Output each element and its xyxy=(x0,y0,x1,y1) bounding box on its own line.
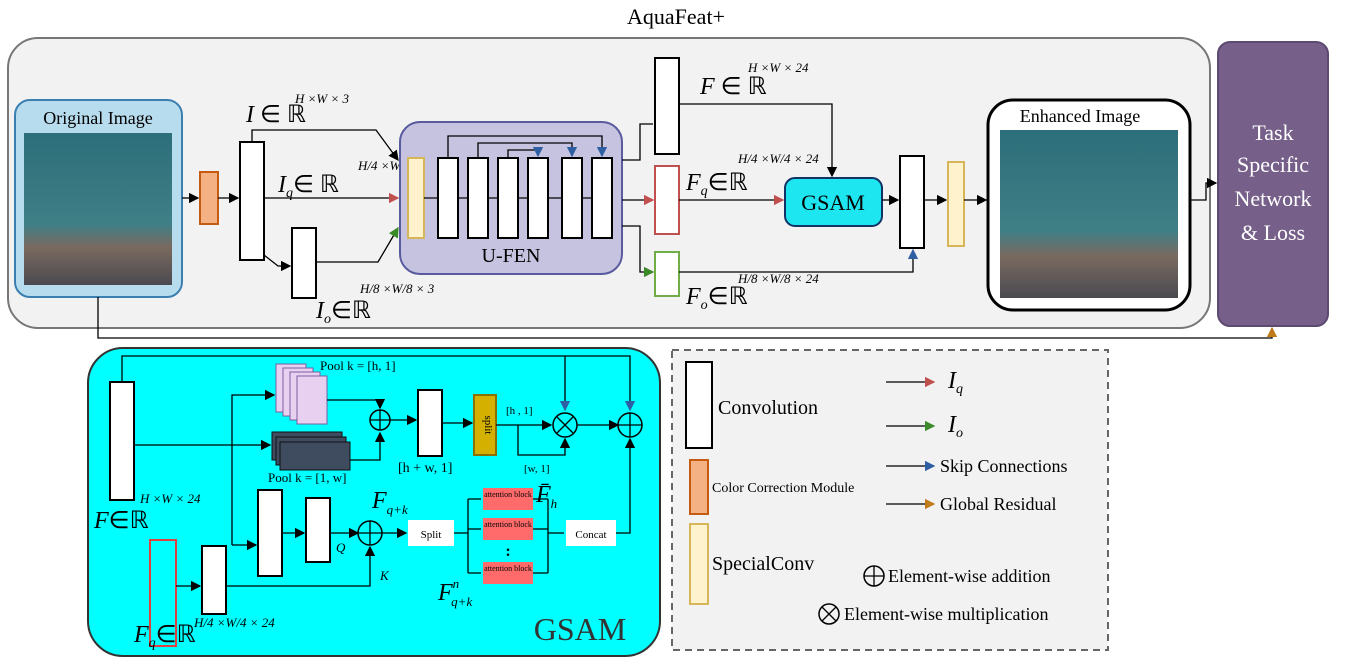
special-conv xyxy=(408,158,424,238)
title: AquaFeat+ xyxy=(627,4,725,29)
diagram: AquaFeat+ Original Image I ∈ ℝ H ×W × 3 … xyxy=(0,0,1352,659)
task-label: Specific xyxy=(1237,152,1309,177)
math-superscript: H ×W × 3 xyxy=(294,91,350,106)
math-superscript: H/8 ×W/8 × 3 xyxy=(359,281,435,296)
split-label: split xyxy=(482,416,494,435)
legend-label: Color Correction Module xyxy=(712,481,854,496)
label-part: F xyxy=(699,74,715,100)
convolution xyxy=(498,158,518,238)
label-part: ∈ ℝ xyxy=(715,74,767,100)
shape-label: [h + w, 1] xyxy=(398,461,452,476)
q-label: Q xyxy=(336,540,346,555)
math-superscript: H ×W × 24 xyxy=(139,491,201,506)
convolution xyxy=(900,156,924,248)
label-part: ∈ℝ xyxy=(156,622,196,648)
ufen-label: U-FEN xyxy=(482,245,541,267)
label-part: ∈ℝ xyxy=(708,170,748,196)
special-conv xyxy=(948,162,964,246)
label-part: F xyxy=(93,508,109,534)
label-part: q+k xyxy=(387,502,408,517)
label-part: o xyxy=(701,298,708,313)
pool-feature xyxy=(280,442,350,470)
label-part: o xyxy=(956,426,963,441)
label-part: ∈ℝ xyxy=(331,298,371,324)
page: AquaFeat+ Original Image I ∈ ℝ H ×W × 3 … xyxy=(0,0,1352,659)
convolution xyxy=(240,142,264,260)
convolution xyxy=(592,158,612,238)
task-label: & Loss xyxy=(1241,220,1305,245)
label-part: n xyxy=(453,576,460,591)
math-label: F∈ℝ xyxy=(93,508,149,534)
legend-label: Global Residual xyxy=(940,494,1056,514)
convolution xyxy=(202,546,226,614)
math-label: Fq∈ℝ xyxy=(133,622,196,651)
convolution xyxy=(418,390,442,456)
label-part: ∈ℝ xyxy=(109,508,149,534)
math-superscript: H/4 ×W/4 × 24 xyxy=(737,151,819,166)
pool-label: Pool k = [h, 1] xyxy=(320,358,396,373)
label-part: h xyxy=(551,496,558,511)
math-superscript: H/4 ×W/4 × 24 xyxy=(193,615,275,630)
enhanced-image xyxy=(1000,130,1178,298)
convolution xyxy=(468,158,488,238)
label-part: o xyxy=(324,312,331,327)
label-part: F xyxy=(133,622,149,648)
convolution xyxy=(258,490,282,576)
label-part: ∈ℝ xyxy=(708,284,748,310)
label-part: q xyxy=(149,636,156,651)
legend-specialconv xyxy=(690,524,708,604)
convolution xyxy=(292,228,316,298)
legend-label: Convolution xyxy=(718,397,818,419)
attention-label: attention block xyxy=(484,520,532,529)
convolution xyxy=(306,498,330,562)
ellipsis: : xyxy=(505,543,510,560)
split-label: Split xyxy=(421,529,442,541)
legend-label: Element-wise multiplication xyxy=(844,604,1048,624)
label-part: ∈ ℝ xyxy=(293,172,339,198)
enhanced-image-label: Enhanced Image xyxy=(1020,106,1140,126)
attention-label: attention block xyxy=(484,490,532,499)
convolution xyxy=(655,166,679,234)
math-label: Io∈ℝ xyxy=(315,298,371,327)
convolution xyxy=(528,158,548,238)
convolution xyxy=(110,382,134,500)
legend-convolution xyxy=(686,362,712,448)
task-label: Task xyxy=(1252,120,1293,145)
legend-label: SpecialConv xyxy=(712,553,814,575)
original-image xyxy=(24,133,172,285)
concat-label: Concat xyxy=(575,529,606,541)
label-part: q xyxy=(286,186,293,201)
convolution xyxy=(438,158,458,238)
math-label: Fq∈ℝ xyxy=(685,170,748,199)
k-label: K xyxy=(379,568,390,583)
pool-label: Pool k = [1, w] xyxy=(268,470,346,485)
label-part: q xyxy=(701,184,708,199)
convolution xyxy=(562,158,582,238)
label-part: F xyxy=(685,170,701,196)
math-superscript: H/8 ×W/8 × 24 xyxy=(737,271,819,286)
convolution xyxy=(655,252,679,296)
legend-label: Element-wise addition xyxy=(888,566,1050,586)
original-image-label: Original Image xyxy=(43,108,152,128)
convolution xyxy=(655,58,679,154)
task-network-box xyxy=(1218,42,1328,326)
shape-label: [h , 1] xyxy=(506,405,533,417)
label-part: F̄ xyxy=(535,482,551,508)
label-part: F xyxy=(371,488,387,514)
shape-label: [w, 1] xyxy=(524,463,550,475)
math-superscript: H ×W × 24 xyxy=(747,60,809,75)
color-correction-module xyxy=(200,172,218,224)
math-label: F ∈ ℝ xyxy=(699,74,767,100)
task-label: Network xyxy=(1235,186,1312,211)
gsam-label: GSAM xyxy=(801,190,865,215)
label-part: q xyxy=(956,382,963,397)
attention-label: attention block xyxy=(484,564,532,573)
label-part: q+k xyxy=(451,594,472,609)
pool-feature xyxy=(297,376,327,424)
gsam-panel-label: GSAM xyxy=(534,611,626,647)
label-part: F xyxy=(685,284,701,310)
legend-label: Skip Connections xyxy=(940,456,1068,476)
math-label: Fo∈ℝ xyxy=(685,284,748,313)
legend-ccm xyxy=(690,460,708,514)
